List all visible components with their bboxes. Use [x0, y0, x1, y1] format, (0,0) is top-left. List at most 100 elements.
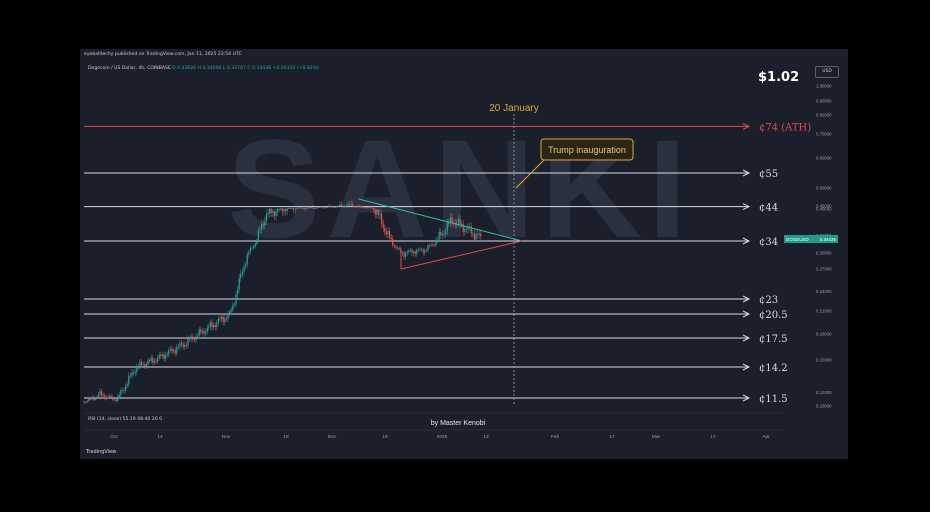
candle	[451, 217, 453, 223]
price-target-label: $1.02	[758, 70, 800, 85]
candle	[363, 207, 365, 208]
candle	[457, 218, 459, 223]
candle	[152, 357, 154, 363]
candle	[448, 222, 450, 224]
candle	[251, 247, 253, 249]
candle	[249, 247, 251, 253]
candle	[355, 206, 357, 208]
watermark: SANKI	[227, 110, 693, 267]
candle	[413, 251, 415, 253]
x-tick-label: Nov	[222, 434, 231, 440]
candle	[246, 254, 248, 265]
candle	[229, 311, 231, 314]
candle	[145, 364, 147, 367]
y-tick-label: 0.80000	[816, 113, 832, 118]
date-label: 20 January	[489, 103, 538, 114]
candle	[395, 246, 397, 248]
level-arrow-icon	[742, 169, 751, 177]
candle	[429, 245, 431, 247]
candle	[337, 206, 339, 208]
candle	[200, 329, 202, 333]
candle	[118, 394, 120, 397]
candle	[373, 208, 375, 210]
candle	[99, 391, 101, 395]
candle	[197, 335, 199, 337]
candle	[379, 213, 381, 215]
candle	[416, 250, 418, 254]
candle	[83, 401, 85, 403]
y-tick-label: 0.10000	[816, 404, 832, 409]
candle	[161, 354, 163, 356]
candle	[190, 336, 192, 339]
level-arrow-icon	[742, 203, 751, 211]
candle	[166, 354, 168, 356]
candle	[273, 211, 275, 217]
candle	[102, 395, 104, 397]
candle	[275, 211, 277, 217]
candle	[126, 384, 128, 386]
candle	[227, 313, 229, 319]
candle	[169, 348, 171, 351]
candle	[376, 209, 378, 215]
candle	[334, 207, 336, 208]
y-tick-label: 0.18000	[816, 332, 832, 337]
candle	[189, 338, 191, 340]
candle	[96, 398, 98, 399]
callout-box	[540, 138, 634, 161]
candle	[371, 207, 373, 209]
candle	[336, 206, 338, 208]
candle	[259, 229, 261, 231]
candle	[195, 336, 197, 341]
candle	[333, 206, 335, 208]
candle	[365, 207, 367, 209]
candle	[213, 325, 215, 328]
candle	[272, 211, 274, 213]
level-label: ¢11.5	[759, 394, 788, 405]
author-credit: by Master Kenobi	[431, 420, 486, 427]
y-tick-label: 0.60000	[816, 156, 832, 161]
candle	[171, 348, 173, 352]
candle	[462, 223, 464, 233]
candle	[216, 322, 218, 328]
candle	[296, 208, 298, 210]
candle	[366, 207, 368, 209]
candle	[377, 209, 379, 215]
currency-button[interactable]: USD	[815, 66, 839, 78]
rsi-legend: RSI (14, close) 55.19 48.40 20 0	[88, 417, 163, 422]
candle	[208, 326, 210, 328]
candle	[128, 375, 130, 385]
candle	[222, 316, 224, 323]
candle	[382, 223, 384, 228]
candle	[219, 318, 221, 320]
candle	[267, 213, 269, 215]
candle	[440, 232, 442, 236]
candle	[237, 289, 239, 295]
candle	[248, 252, 250, 255]
candle	[360, 206, 362, 208]
level-label: ¢20.5	[759, 310, 788, 321]
candle	[403, 252, 405, 257]
candle	[149, 360, 151, 362]
candle	[201, 330, 203, 333]
candle	[115, 399, 117, 402]
candle	[301, 207, 303, 209]
candle	[243, 266, 245, 272]
candle	[241, 271, 243, 274]
candle	[86, 401, 88, 403]
candle	[424, 250, 426, 253]
candle	[129, 375, 131, 377]
candle	[405, 252, 407, 257]
candle	[230, 309, 232, 312]
x-tick-label: Dec	[328, 434, 337, 440]
x-tick-label: Apr	[762, 434, 770, 440]
x-tick-label: Oct	[110, 434, 118, 440]
candle	[254, 243, 256, 247]
candle	[265, 214, 267, 222]
candle	[205, 332, 207, 334]
candle	[417, 249, 419, 251]
y-tick-label: 0.21000	[816, 309, 832, 314]
candle	[185, 344, 187, 346]
candle	[257, 230, 259, 242]
candle	[445, 231, 447, 234]
candle	[238, 277, 240, 290]
